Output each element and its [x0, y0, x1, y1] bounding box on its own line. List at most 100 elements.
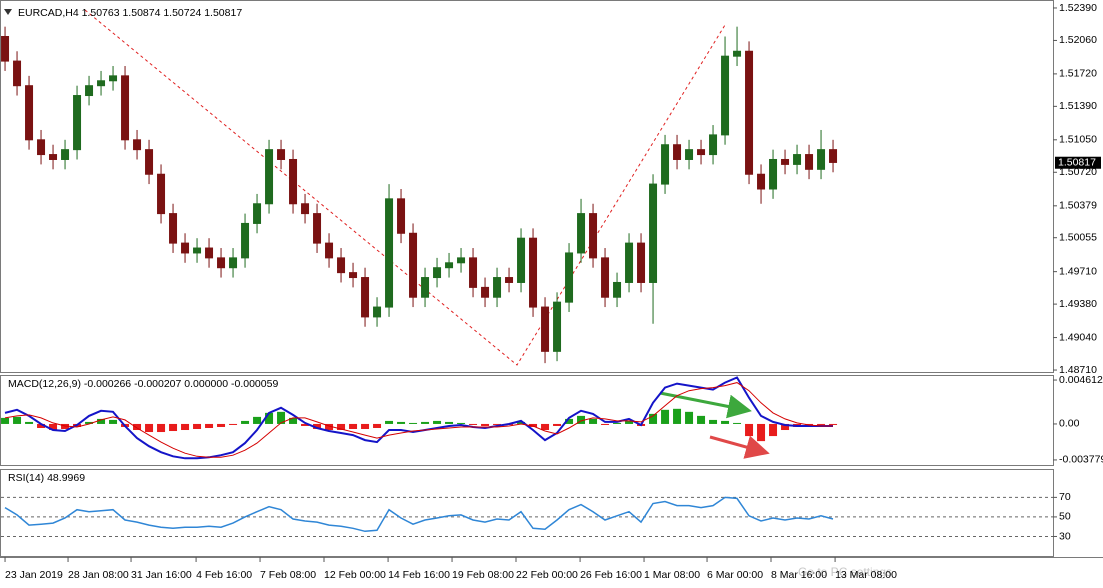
histogram-bar: [433, 420, 442, 424]
histogram-bar: [685, 411, 694, 424]
candle-body: [121, 75, 130, 141]
candle-body: [697, 149, 706, 156]
rsi-line: [4, 496, 834, 533]
candle-body: [289, 158, 298, 205]
histogram-bar: [397, 421, 406, 424]
green-arrow: [659, 391, 752, 419]
histogram-bar: [697, 415, 706, 424]
histogram-bar: [409, 422, 418, 424]
candle-body: [505, 277, 514, 283]
x-tick-label: 13 Mar 08:00: [835, 569, 897, 581]
histogram-bar: [577, 415, 586, 424]
y-tick-label: 1.49380: [1059, 298, 1097, 310]
histogram-bar: [253, 416, 262, 424]
y-tick-label: 1.50055: [1059, 231, 1097, 243]
histogram-bar: [109, 419, 118, 424]
candle-body: [61, 149, 70, 160]
y-tick-label: 50: [1059, 511, 1071, 523]
histogram-bar: [313, 423, 322, 430]
y-tick-label: 1.49040: [1059, 331, 1097, 343]
x-tick-label: 28 Jan 08:00: [68, 569, 129, 581]
candle-body: [517, 237, 526, 283]
histogram-bar: [217, 423, 226, 427]
histogram-bar: [709, 419, 718, 424]
histogram-bar: [301, 423, 310, 426]
candle-body: [529, 237, 538, 308]
candle-body: [733, 50, 742, 57]
candle-body: [313, 213, 322, 244]
candle-body: [25, 85, 34, 141]
histogram-bar: [13, 416, 22, 424]
y-tick-label: 1.49710: [1059, 265, 1097, 277]
candle-body: [325, 242, 334, 259]
trend-line-drawing: [84, 9, 726, 366]
histogram-bar: [781, 423, 790, 431]
candle-body: [169, 213, 178, 244]
panel-menu-icon: [4, 9, 12, 15]
histogram-bar: [97, 418, 106, 424]
candle-body: [673, 144, 682, 160]
histogram-bar: [349, 423, 358, 430]
candle-body: [769, 158, 778, 190]
histogram-bar: [649, 413, 658, 424]
candle-body: [433, 267, 442, 279]
panel-title: RSI(14) 48.9969: [8, 472, 85, 484]
macd-panel-frame: [0, 375, 1054, 466]
candle-body: [493, 277, 502, 298]
red-arrow: [709, 435, 770, 459]
candle-body: [649, 183, 658, 283]
histogram-bar: [757, 423, 766, 442]
candle-body: [709, 134, 718, 156]
candle-body: [361, 277, 370, 318]
candle-body: [133, 139, 142, 151]
x-tick-label: 8 Mar 16:00: [771, 569, 827, 581]
histogram-bar: [589, 418, 598, 424]
histogram-bar: [721, 420, 730, 424]
candle-body: [277, 149, 286, 160]
histogram-bar: [373, 423, 382, 428]
histogram-bar: [133, 423, 142, 431]
y-tick-label: 1.51720: [1059, 68, 1097, 80]
histogram-bar: [541, 423, 550, 431]
histogram-bar: [829, 423, 838, 425]
x-tick-label: 4 Feb 16:00: [196, 569, 252, 581]
histogram-bar: [445, 421, 454, 424]
histogram-bar: [1, 417, 10, 424]
candle-body: [445, 262, 454, 269]
y-tick-label: 1.48710: [1059, 364, 1097, 376]
y-tick-label: 0.00: [1059, 418, 1080, 430]
candle-body: [481, 286, 490, 298]
candle-body: [349, 272, 358, 279]
histogram-bar: [565, 418, 574, 424]
candle-body: [1, 36, 10, 62]
candle-body: [565, 252, 574, 303]
candle-body: [613, 281, 622, 298]
candle-body: [721, 55, 730, 136]
histogram-bar: [337, 423, 346, 431]
candle-body: [421, 277, 430, 298]
panel-title: EURCAD,H4 1.50763 1.50874 1.50724 1.5081…: [18, 7, 242, 19]
x-tick-label: 22 Feb 00:00: [516, 569, 578, 581]
candle-body: [145, 149, 154, 175]
x-tick-label: 23 Jan 2019: [5, 569, 63, 581]
candle-body: [241, 222, 250, 259]
candle-body: [229, 257, 238, 269]
candle-body: [781, 158, 790, 165]
histogram-bar: [469, 423, 478, 425]
candle-body: [805, 154, 814, 170]
histogram-bar: [289, 417, 298, 424]
candle-body: [757, 173, 766, 190]
x-tick-label: 12 Feb 00:00: [324, 569, 386, 581]
y-tick-label: 30: [1059, 530, 1071, 542]
histogram-bar: [457, 422, 466, 424]
histogram-bar: [733, 422, 742, 424]
candle-body: [181, 242, 190, 254]
histogram-bar: [169, 423, 178, 432]
rsi-panel-frame: [0, 469, 1054, 557]
candle-body: [49, 154, 58, 160]
y-tick-label: 0.004612: [1059, 374, 1103, 386]
candle-body: [385, 198, 394, 308]
y-tick-label: 1.50379: [1059, 200, 1097, 212]
histogram-bar: [193, 423, 202, 430]
histogram-bar: [361, 423, 370, 430]
